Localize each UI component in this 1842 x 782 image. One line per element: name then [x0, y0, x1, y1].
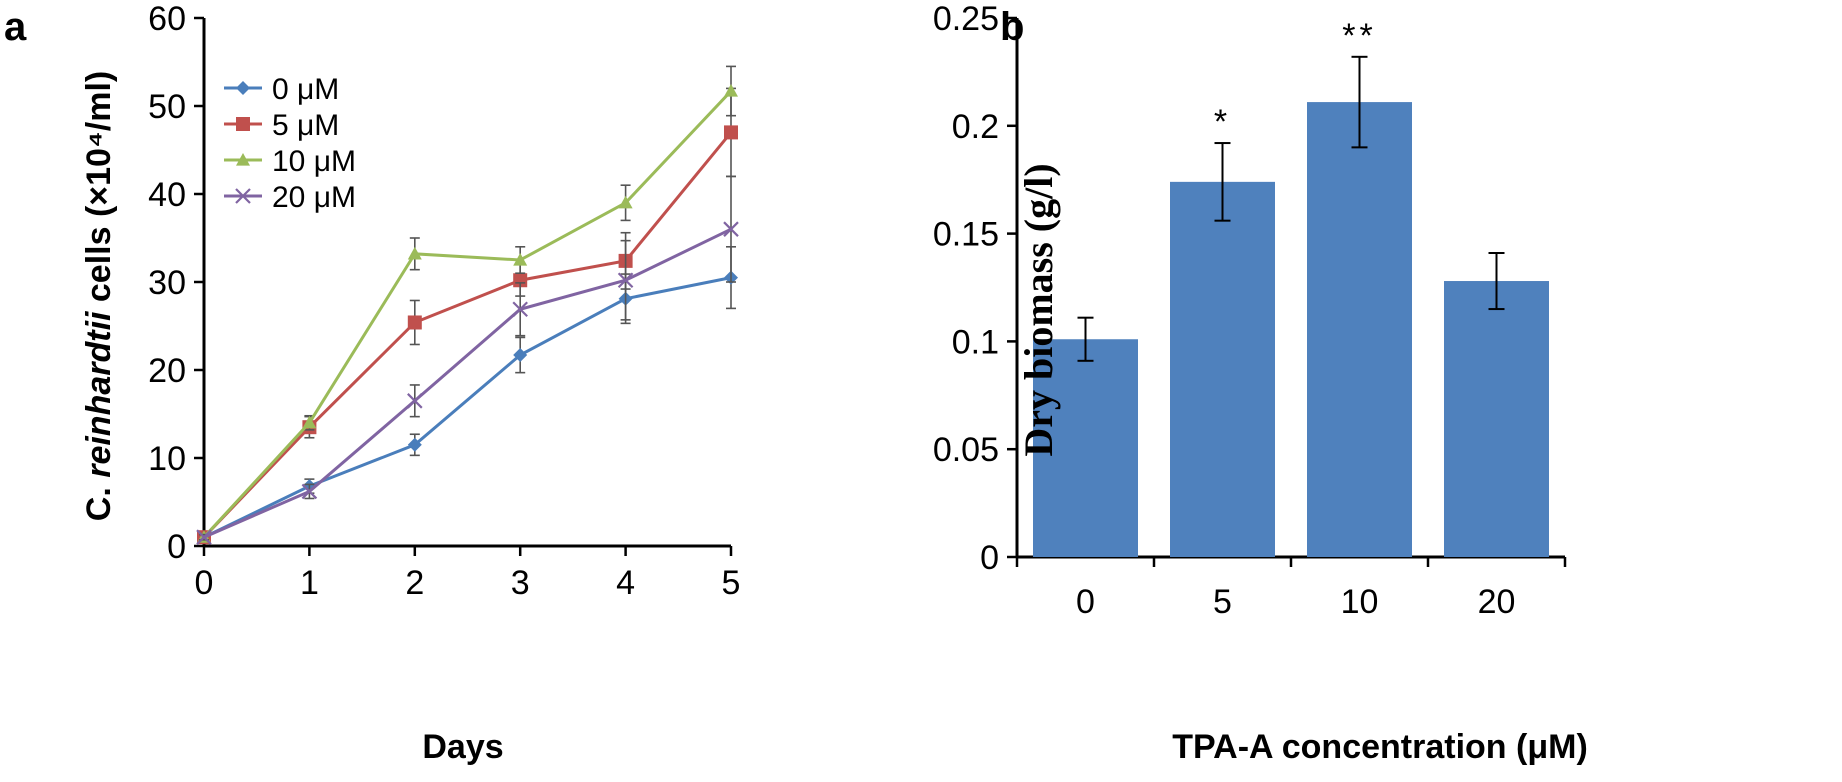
panel-b-x-tick-label: 0	[1076, 583, 1095, 621]
legend-item: 0 μM	[224, 73, 339, 106]
legend-item: 5 μM	[224, 109, 339, 142]
series-line	[203, 227, 732, 539]
series-line	[202, 90, 733, 539]
panel-a-axes: 0 10 20 30 40 50 60 0 1 2 3 4 5	[148, 0, 740, 602]
bar-group-20: 20	[1444, 252, 1549, 621]
panel-b-x-axis-title: TPA-A concentration (μM)	[1172, 728, 1588, 766]
legend-item: 20 μM	[224, 181, 356, 214]
significance-marker: **	[1342, 17, 1376, 55]
panel-a-y-tick-label: 60	[148, 0, 186, 38]
marker-x	[723, 221, 739, 237]
marker-x	[617, 272, 634, 289]
y-title-prefix: C.	[80, 478, 118, 521]
marker-square	[407, 315, 422, 330]
series-line	[203, 276, 732, 539]
panel-b-y-tick-label: 0.2	[952, 108, 999, 146]
panel-a-y-tick-label: 40	[148, 176, 186, 214]
legend-label: 0 μM	[272, 73, 339, 106]
marker-x	[235, 188, 251, 204]
panel-a-x-axis-title: Days	[422, 728, 503, 766]
marker-triangle	[724, 84, 738, 97]
panel-b-y-axis-title: Dry biomass (g/l)	[1016, 163, 1061, 456]
marker-triangle	[236, 153, 250, 166]
panel-b-bar-chart: b 00.050.10.150.20.25 0 5*10**20 TPA-A co…	[933, 0, 1588, 766]
bar	[1033, 339, 1138, 557]
legend-label: 10 μM	[272, 145, 356, 178]
panel-a-x-tick-label: 5	[722, 564, 741, 602]
panel-b-y-tick-label: 0.25	[933, 0, 999, 38]
panel-b-y-tick-label: 0.1	[952, 323, 999, 361]
significance-marker: *	[1214, 103, 1231, 141]
panel-b-y-tick-label: 0.05	[933, 431, 999, 469]
marker-triangle	[618, 195, 633, 209]
panel-a-x-tick-label: 1	[300, 564, 319, 602]
panel-b-x-tick-label: 5	[1213, 583, 1232, 621]
marker-diamond	[513, 348, 528, 363]
panel-a-y-tick-label: 10	[148, 440, 186, 478]
panel-a-x-tick-label: 2	[405, 564, 424, 602]
panel-b-y-tick-label: 0	[980, 539, 999, 577]
panel-a-y-axis-title: C. reinhardtii cells (×10⁴/ml)	[80, 71, 118, 521]
series-line	[202, 131, 733, 539]
panel-a-y-tick-label: 20	[148, 352, 186, 390]
panel-a-y-tick-label: 30	[148, 264, 186, 302]
marker-square	[513, 273, 528, 288]
marker-diamond	[236, 81, 250, 95]
panel-label-a: a	[4, 5, 27, 49]
bar	[1170, 181, 1275, 557]
panel-b-bars: 0 5*10**20	[1033, 17, 1549, 621]
series-20-μM	[196, 175, 739, 545]
marker-triangle	[513, 253, 528, 266]
y-title-suffix: cells (×10⁴/ml)	[80, 71, 118, 312]
series-0-μM	[197, 246, 738, 545]
panel-a-x-tick-label: 0	[195, 564, 214, 602]
bar-group-0: 0	[1033, 316, 1138, 621]
marker-x	[407, 393, 423, 409]
panel-a-y-tick-label: 0	[167, 528, 186, 566]
bar-group-5: 5*	[1170, 103, 1275, 621]
panel-a-x-tick-label: 3	[511, 564, 530, 602]
panel-a-series	[196, 65, 739, 545]
legend-label: 5 μM	[272, 109, 339, 142]
marker-triangle	[407, 246, 422, 260]
panel-a-x-tick-label: 4	[616, 564, 635, 602]
legend-item: 10 μM	[224, 145, 356, 178]
bar	[1307, 102, 1412, 558]
marker-square	[724, 125, 738, 140]
marker-square	[236, 117, 250, 131]
bar-group-10: 10 **	[1307, 17, 1412, 621]
marker-x	[512, 301, 528, 318]
bar	[1444, 281, 1549, 557]
marker-diamond	[407, 437, 422, 452]
panel-a-y-tick-label: 50	[148, 88, 186, 126]
panel-b-x-tick-label: 10	[1341, 583, 1379, 621]
y-title-species: reinhardtii	[80, 310, 118, 478]
marker-x	[301, 483, 318, 500]
panel-b-y-tick-label: 0.15	[933, 216, 999, 254]
legend-label: 20 μM	[272, 181, 356, 214]
panel-label-b: b	[1000, 5, 1024, 49]
panel-b-x-tick-label: 20	[1478, 583, 1516, 621]
marker-x	[196, 529, 212, 545]
marker-triangle	[302, 415, 317, 429]
